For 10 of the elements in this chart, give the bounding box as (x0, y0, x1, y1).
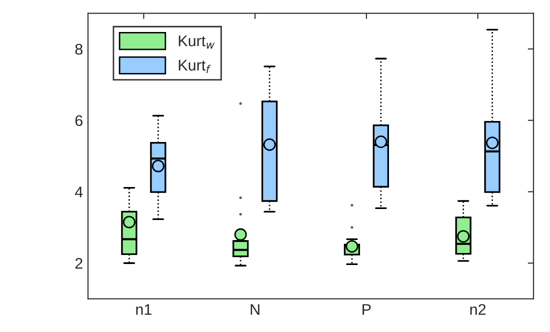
legend-label: Kurt$_{w}$ (178, 36, 215, 49)
y-tick-label: 2 (75, 258, 82, 269)
y-tick-label: 4 (74, 186, 83, 198)
x-tick-label: P (362, 304, 371, 315)
x-tick-label: n2 (470, 304, 486, 315)
y-tick-label: 6 (75, 115, 82, 126)
y-tick-label: 8 (75, 44, 82, 55)
legend-label: Kurt$_{f}$ (178, 60, 211, 73)
x-tick-label: N (250, 304, 260, 315)
x-tick-label: n1 (136, 304, 152, 315)
